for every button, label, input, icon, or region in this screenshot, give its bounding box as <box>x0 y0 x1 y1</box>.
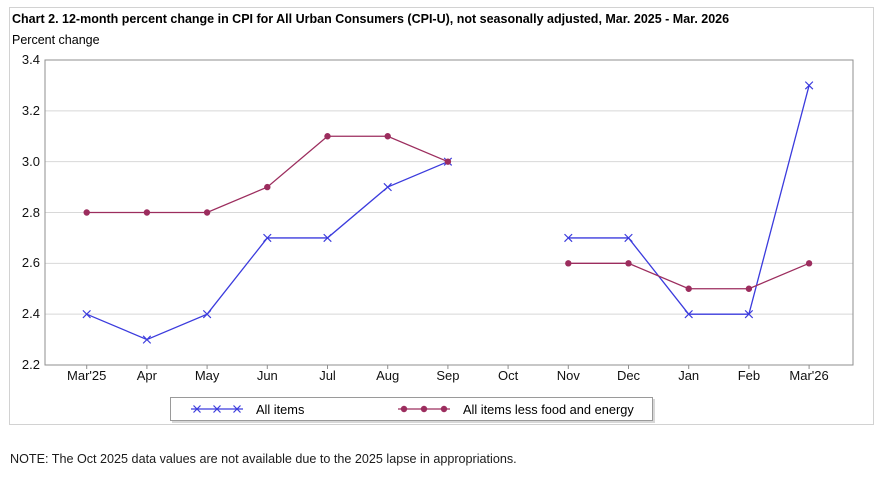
dot-marker <box>83 209 90 216</box>
legend-dot-marker <box>400 405 408 413</box>
legend-dot-marker <box>420 405 428 413</box>
x-marker <box>323 233 332 243</box>
x-tick-label: Nov <box>556 368 580 383</box>
x-marker <box>624 233 633 243</box>
legend-x-marker <box>213 405 221 413</box>
y-tick-label: 2.6 <box>21 255 40 271</box>
dot-marker <box>745 285 753 292</box>
legend-label-all-items: All items <box>256 401 305 417</box>
dot-marker <box>805 260 813 267</box>
dot-marker <box>203 209 211 216</box>
legend: All items All items less food and energy <box>170 397 653 421</box>
footnote: NOTE: The Oct 2025 data values are not a… <box>10 452 517 466</box>
dot-marker <box>324 133 331 140</box>
legend-x-marker <box>233 405 241 413</box>
x-tick-label: Feb <box>737 368 761 383</box>
series-line-all-items <box>568 85 810 315</box>
x-tick-label: Jul <box>319 368 336 383</box>
all-items-line-swatch <box>191 405 243 413</box>
all-items-less-food-energy-line-swatch <box>398 405 450 413</box>
legend-item-core-cpi: All items less food and energy <box>398 398 634 420</box>
plot-area <box>44 59 854 369</box>
legend-item-all-items: All items <box>191 398 304 420</box>
x-marker <box>142 335 152 344</box>
x-marker <box>564 233 573 243</box>
x-marker <box>804 81 814 90</box>
x-tick-label: Dec <box>616 368 641 383</box>
x-tick-label: Jun <box>256 368 278 383</box>
dot-marker <box>565 260 572 267</box>
x-marker <box>263 233 272 243</box>
x-marker <box>383 182 392 192</box>
y-tick-label: 2.4 <box>21 306 40 322</box>
dot-marker <box>685 285 692 292</box>
x-marker <box>684 309 693 319</box>
chart-title: Chart 2. 12-month percent change in CPI … <box>12 12 730 26</box>
y-tick-label: 2.8 <box>21 204 40 220</box>
y-tick-label: 3.2 <box>21 102 40 118</box>
x-tick-label: Mar'26 <box>789 368 829 383</box>
chart-outer-frame <box>9 7 874 425</box>
y-axis-unit-label: Percent change <box>12 33 100 47</box>
y-tick-label: 3.0 <box>21 153 40 169</box>
legend-label-core-cpi: All items less food and energy <box>463 401 634 417</box>
x-tick-label: Jan <box>678 368 700 383</box>
x-tick-label: Apr <box>136 368 157 383</box>
dot-marker <box>143 209 151 216</box>
x-tick-label: Oct <box>497 368 519 383</box>
dot-marker <box>625 260 632 267</box>
series-line-all-items-less-food-and-energy <box>86 135 449 214</box>
legend-x-marker <box>193 405 201 413</box>
legend-dot-marker <box>440 405 448 413</box>
x-marker <box>202 309 212 319</box>
x-tick-label: Sep <box>436 368 460 383</box>
y-tick-label: 3.4 <box>21 52 40 67</box>
x-marker <box>82 309 91 319</box>
y-tick-label: 2.2 <box>21 357 40 372</box>
x-tick-label: May <box>194 368 220 383</box>
x-tick-label: Aug <box>376 368 400 383</box>
series-line-all-items-less-food-and-energy <box>568 262 810 290</box>
plot-border <box>44 59 854 366</box>
dot-marker <box>384 133 391 140</box>
dot-marker <box>444 158 452 165</box>
x-marker <box>744 309 754 319</box>
dot-marker <box>264 183 271 191</box>
x-tick-label: Mar'25 <box>67 368 107 383</box>
